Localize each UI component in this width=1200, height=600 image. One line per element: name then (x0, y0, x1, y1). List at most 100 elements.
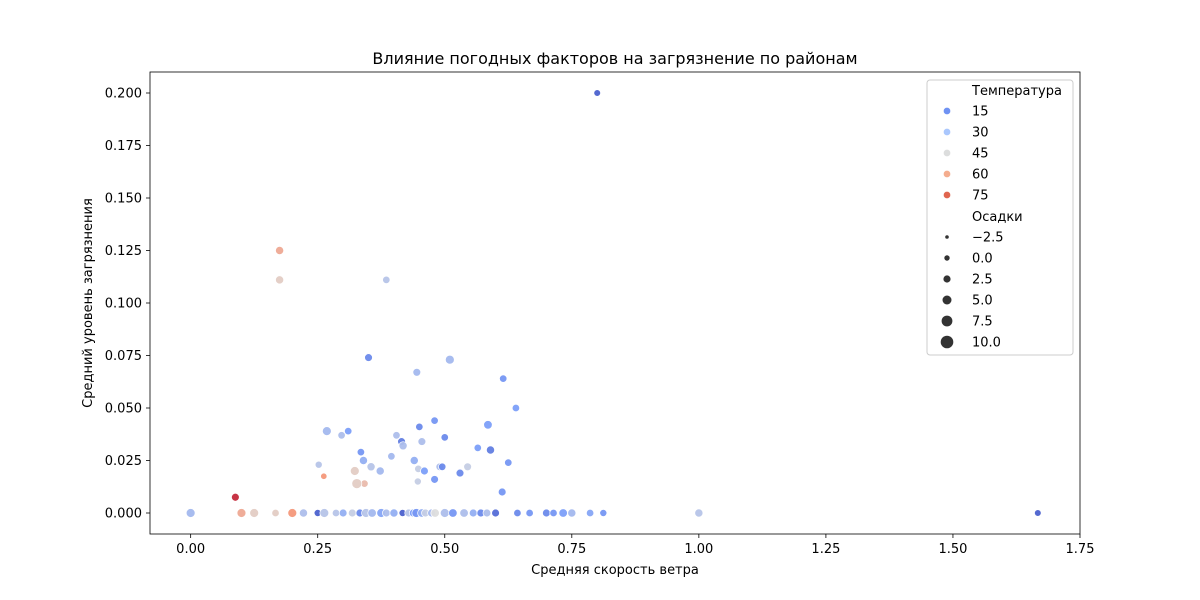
legend-size-marker (940, 335, 954, 349)
scatter-point (185, 508, 196, 518)
legend-hue-label: 30 (972, 126, 989, 141)
x-tick-label: 1.25 (811, 542, 840, 557)
x-tick-label: 0.50 (430, 542, 459, 557)
scatter-point (448, 508, 458, 518)
x-tick-label: 0.75 (557, 542, 586, 557)
scatter-point (413, 477, 422, 486)
legend-size-marker (942, 295, 952, 305)
points-layer (185, 89, 1042, 518)
scatter-point (314, 460, 323, 469)
legend-hue-marker (943, 149, 951, 157)
chart-title: Влияние погодных факторов на загрязнение… (372, 49, 857, 68)
scatter-point (231, 492, 240, 502)
scatter-point (439, 508, 450, 518)
legend-size-label: 0.0 (972, 252, 993, 267)
y-tick-label: 0.175 (105, 139, 142, 154)
scatter-point (320, 472, 328, 480)
scatter-point (322, 426, 332, 436)
legend-size-marker (941, 315, 953, 327)
scatter-point (338, 508, 348, 518)
scatter-point (420, 466, 429, 476)
y-tick-label: 0.200 (105, 87, 142, 102)
scatter-point (511, 403, 520, 413)
y-tick-label: 0.075 (105, 349, 142, 364)
x-tick-label: 0.25 (303, 542, 332, 557)
legend-hue-marker (943, 107, 951, 115)
scatter-point (344, 427, 353, 436)
legend-hue-label: 15 (972, 105, 989, 120)
legend-size-label: 2.5 (972, 273, 993, 288)
scatter-point (486, 445, 495, 455)
scatter-point (412, 368, 422, 377)
scatter-point (367, 508, 377, 518)
scatter-point (468, 508, 478, 518)
scatter-point (366, 462, 376, 472)
scatter-point (356, 448, 365, 457)
y-tick-label: 0.100 (105, 297, 142, 312)
legend-size-marker (944, 255, 950, 261)
scatter-point (331, 508, 341, 518)
scatter-point (387, 452, 396, 461)
scatter-point (445, 354, 455, 365)
x-axis: 0.00 0.25 0.50 0.75 1.00 1.25 1.50 1.75 (176, 534, 1094, 557)
scatter-point (249, 508, 259, 518)
scatter-point (398, 441, 408, 451)
legend-hue-label: 45 (972, 147, 989, 162)
legend-hue-marker (943, 191, 951, 199)
legend-size-label: 5.0 (972, 294, 993, 309)
x-axis-label: Средняя скорость ветра (531, 563, 699, 578)
scatter-point (337, 431, 346, 440)
scatter-point (236, 508, 247, 518)
scatter-point (497, 487, 507, 497)
scatter-point (271, 508, 280, 518)
legend-size-label: 10.0 (972, 336, 1001, 351)
legend-hue-label: 75 (972, 189, 989, 204)
scatter-point (558, 508, 568, 518)
scatter-point (319, 508, 330, 518)
legend-hue-marker (943, 170, 951, 178)
scatter-point (1034, 509, 1042, 517)
x-tick-label: 1.00 (684, 542, 713, 557)
scatter-point (586, 508, 595, 518)
scatter-point (440, 433, 449, 442)
legend-hue-marker (943, 128, 951, 136)
scatter-point (499, 374, 508, 383)
scatter-point (542, 508, 551, 518)
legend: Температура Осадки 15 30 45 60 75 −2.5 0.0 2.5 5… (926, 79, 1074, 356)
scatter-point (275, 246, 285, 255)
scatter-point (382, 275, 391, 284)
scatter-point (349, 466, 360, 476)
scatter-point (430, 475, 439, 484)
scatter-point (455, 468, 465, 478)
scatter-point (463, 462, 472, 472)
scatter-point (459, 508, 469, 518)
scatter-point (491, 508, 500, 518)
y-tick-label: 0.125 (105, 244, 142, 259)
y-axis-label: Средний уровень загрязнения (81, 198, 96, 408)
scatter-point (482, 508, 492, 518)
scatter-point (430, 508, 440, 518)
legend-hue-title: Температура (971, 84, 1062, 99)
scatter-point (299, 508, 308, 518)
scatter-point (351, 478, 363, 489)
scatter-point (549, 508, 558, 518)
y-tick-label: 0.050 (105, 402, 142, 417)
scatter-point (430, 416, 439, 425)
y-tick-label: 0.025 (105, 454, 142, 469)
legend-size-marker (945, 235, 949, 239)
scatter-point (409, 456, 419, 465)
scatter-point (417, 437, 427, 446)
scatter-point (415, 422, 424, 431)
scatter-point (364, 353, 373, 362)
legend-hue-label: 60 (972, 168, 989, 183)
scatter-point (599, 509, 608, 517)
scatter-point (389, 508, 399, 518)
legend-size-label: −2.5 (972, 231, 1004, 246)
scatter-point (513, 508, 522, 518)
x-tick-label: 0.00 (176, 542, 205, 557)
scatter-point (347, 508, 357, 518)
x-tick-label: 1.50 (938, 542, 967, 557)
legend-size-label: 7.5 (972, 315, 993, 330)
scatter-point (392, 431, 401, 440)
scatter-point (504, 458, 513, 467)
